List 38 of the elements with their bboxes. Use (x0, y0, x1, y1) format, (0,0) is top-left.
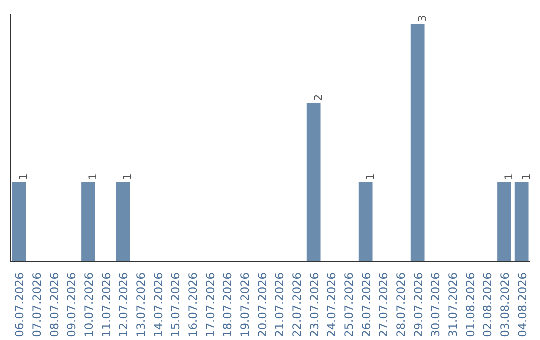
x-tick-label: 19.07.2026 (238, 272, 252, 338)
x-tick-label: 31.07.2026 (446, 272, 460, 338)
x-tick-label: 04.08.2026 (515, 272, 530, 338)
x-tick-label: 08.07.2026 (47, 272, 62, 338)
x-tick-label: 18.07.2026 (220, 272, 235, 338)
x-tick-label: 11.07.2026 (99, 272, 114, 338)
data-label: 1 (520, 174, 533, 180)
x-tick-label: 13.07.2026 (134, 272, 148, 338)
x-tick-label: 29.07.2026 (411, 272, 426, 338)
x-tick-label: 06.07.2026 (12, 272, 27, 338)
x-tick-label: 03.08.2026 (498, 272, 512, 338)
x-tick-label: 28.07.2026 (394, 272, 408, 338)
x-tick-label: 27.07.2026 (376, 272, 391, 338)
x-tick-label: 23.07.2026 (307, 272, 322, 338)
x-tick-label: 26.07.2026 (359, 272, 374, 338)
x-tick-label: 12.07.2026 (116, 272, 131, 338)
data-label: 1 (364, 174, 377, 180)
x-tick-label: 22.07.2026 (290, 272, 304, 338)
data-label: 1 (121, 174, 134, 180)
x-tick-label: 25.07.2026 (342, 272, 356, 338)
x-tick-label: 07.07.2026 (30, 272, 44, 338)
x-tick-label: 10.07.2026 (82, 272, 96, 338)
x-tick-label: 30.07.2026 (428, 272, 443, 338)
x-tick-label: 21.07.2026 (272, 272, 287, 338)
x-tick-label: 20.07.2026 (255, 272, 270, 338)
x-tick-label: 14.07.2026 (151, 272, 166, 338)
x-tick-label: 09.07.2026 (64, 272, 79, 338)
data-label: 1 (17, 174, 30, 180)
x-tick-label: 16.07.2026 (186, 272, 200, 338)
data-label: 1 (502, 174, 516, 180)
data-label: 1 (86, 174, 100, 180)
data-label: 3 (416, 15, 429, 22)
x-tick-label: 24.07.2026 (324, 272, 339, 338)
data-label: 2 (312, 94, 325, 102)
x-tick-label: 02.08.2026 (480, 272, 495, 338)
x-tick-label: 15.07.2026 (168, 272, 183, 338)
x-tick-label: 01.08.2026 (463, 272, 478, 338)
x-tick-label: 17.07.2026 (203, 272, 218, 338)
